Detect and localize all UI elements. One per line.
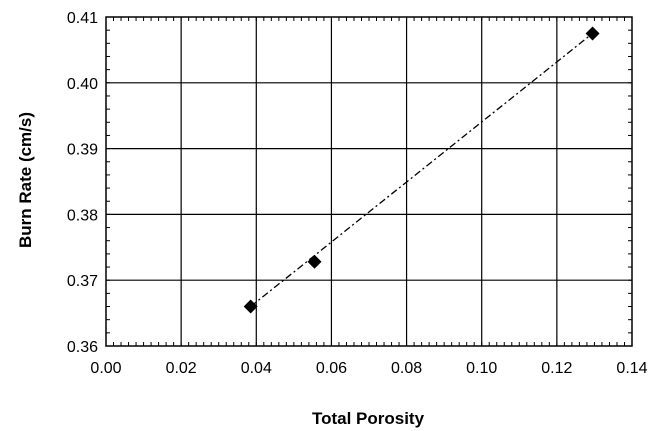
data-point-diamond [585,26,600,41]
x-tick-label: 0.14 [616,360,647,377]
x-tick-label: 0.12 [541,360,572,377]
x-tick-label: 0.04 [241,360,272,377]
data-points [243,26,600,314]
y-tick-label: 0.41 [67,10,98,27]
y-tick-label: 0.38 [67,207,98,224]
y-tick-label: 0.39 [67,142,98,159]
plot-frame [105,16,633,347]
y-axis-tick-labels: 0.36 0.37 0.38 0.39 0.40 0.41 [67,10,98,356]
minor-ticks [106,17,632,346]
y-tick-label: 0.37 [67,273,98,290]
trendline [250,32,593,308]
data-point-diamond [307,254,322,269]
data-point-diamond [243,299,258,314]
x-tick-label: 0.08 [391,360,422,377]
y-axis-title: Burn Rate (cm/s) [16,112,35,248]
grid [106,17,632,346]
y-tick-label: 0.40 [67,76,98,93]
x-tick-label: 0.06 [316,360,347,377]
y-tick-label: 0.36 [67,339,98,356]
x-tick-label: 0.10 [466,360,497,377]
x-axis-tick-labels: 0.00 0.02 0.04 0.06 0.08 0.10 0.12 0.14 [90,360,647,377]
x-tick-label: 0.00 [90,360,121,377]
x-axis-title: Total Porosity [312,409,425,428]
x-tick-label: 0.02 [166,360,197,377]
